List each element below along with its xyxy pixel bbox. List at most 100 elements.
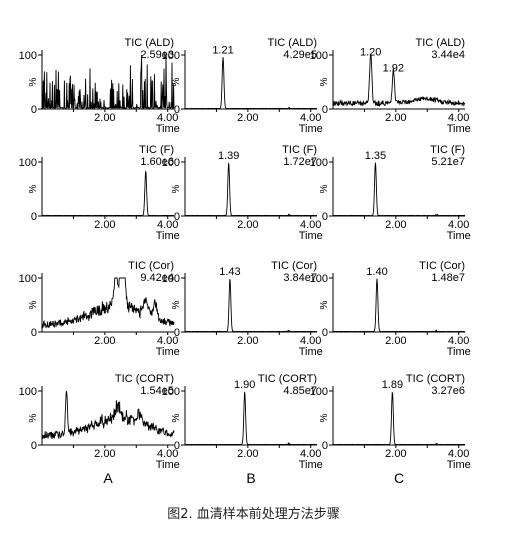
y-tick-label: 0 [31, 211, 37, 223]
y-tick-label: 100 [310, 157, 328, 169]
y-tick-label: 0 [322, 104, 328, 116]
intensity-label: 3.44e4 [431, 49, 465, 61]
trace-line [332, 278, 466, 333]
trace-label: TIC (F) [282, 144, 317, 156]
y-axis-label: % [319, 413, 330, 422]
trace-label: TIC (ALD) [125, 37, 175, 49]
trace-line [184, 162, 317, 217]
intensity-label: 9.42e4 [140, 272, 174, 284]
x-axis-label: Time [299, 123, 323, 135]
y-tick-label: 100 [162, 157, 180, 169]
trace-label: TIC (Cor) [419, 260, 465, 272]
x-axis-label: Time [156, 230, 180, 242]
intensity-label: 3.27e6 [431, 385, 465, 397]
y-tick-label: 100 [310, 386, 328, 398]
column-label-b: B [246, 470, 255, 486]
y-tick-label: 0 [174, 440, 180, 452]
intensity-label: 1.72e7 [283, 156, 317, 168]
x-tick-label: 2.00 [385, 335, 406, 347]
y-axis-label: % [171, 77, 182, 86]
x-tick-label: 2.00 [94, 219, 115, 231]
column-label-a: A [103, 470, 113, 486]
intensity-label: 4.85e7 [283, 385, 317, 397]
trace-line [184, 57, 318, 110]
x-tick-label: 4.00 [157, 335, 178, 347]
trace-label: TIC (CORT) [406, 373, 465, 385]
x-tick-label: 4.00 [300, 112, 321, 124]
x-axis-label: Time [156, 459, 180, 471]
trace-label: TIC (Cor) [271, 260, 317, 272]
peak-label: 1.20 [360, 46, 381, 58]
x-tick-label: 2.00 [94, 335, 115, 347]
trace-line [332, 162, 466, 217]
x-axis-label: Time [156, 346, 180, 358]
y-tick-label: 100 [310, 273, 328, 285]
x-tick-label: 2.00 [385, 448, 406, 460]
trace-line [332, 54, 466, 107]
trace-line [41, 170, 175, 217]
y-tick-label: 0 [174, 104, 180, 116]
peak-label: 1.39 [218, 150, 239, 162]
x-tick-label: 2.00 [94, 448, 115, 460]
y-axis-label: % [28, 300, 39, 309]
trace-label: TIC (ALD) [416, 37, 466, 49]
x-tick-label: 2.00 [237, 219, 258, 231]
x-tick-label: 2.00 [237, 448, 258, 460]
y-axis-label: % [28, 413, 39, 422]
x-tick-label: 2.00 [237, 335, 258, 347]
x-tick-label: 4.00 [448, 335, 469, 347]
x-tick-label: 2.00 [94, 112, 115, 124]
x-axis-label: Time [447, 123, 471, 135]
y-axis-label: % [319, 184, 330, 193]
trace-label: TIC (F) [430, 144, 465, 156]
x-tick-label: 4.00 [157, 219, 178, 231]
trace-line [41, 277, 175, 329]
peak-label: 1.90 [234, 379, 255, 391]
y-tick-label: 0 [31, 104, 37, 116]
y-tick-label: 100 [19, 50, 37, 62]
y-tick-label: 0 [174, 327, 180, 339]
y-tick-label: 100 [162, 273, 180, 285]
y-axis-label: % [171, 300, 182, 309]
y-tick-label: 100 [162, 50, 180, 62]
y-tick-label: 100 [310, 50, 328, 62]
intensity-label: 1.60e6 [140, 156, 174, 168]
trace-label: TIC (Cor) [128, 260, 174, 272]
x-axis-label: Time [299, 230, 323, 242]
x-axis-label: Time [299, 459, 323, 471]
y-axis-label: % [319, 300, 330, 309]
intensity-label: 1.54e5 [140, 385, 174, 397]
x-tick-label: 4.00 [448, 219, 469, 231]
peak-label: 1.21 [212, 45, 233, 57]
peak-label: 1.43 [219, 266, 240, 278]
x-axis-label: Time [447, 230, 471, 242]
y-axis-label: % [319, 77, 330, 86]
x-axis-label: Time [299, 346, 323, 358]
y-tick-label: 100 [19, 386, 37, 398]
y-tick-label: 0 [322, 440, 328, 452]
y-tick-label: 100 [19, 157, 37, 169]
x-tick-label: 4.00 [448, 112, 469, 124]
y-tick-label: 0 [31, 440, 37, 452]
x-tick-label: 4.00 [300, 219, 321, 231]
trace-line [185, 279, 318, 333]
y-axis-label: % [171, 413, 182, 422]
x-tick-label: 4.00 [300, 448, 321, 460]
trace-label: TIC (CORT) [115, 373, 174, 385]
intensity-label: 1.48e7 [431, 272, 465, 284]
peak-label: 1.40 [366, 266, 387, 278]
intensity-label: 5.21e7 [431, 156, 465, 168]
y-axis-label: % [28, 77, 39, 86]
peak-label: 1.89 [382, 379, 403, 391]
column-label-c: C [394, 470, 404, 486]
x-axis-label: Time [447, 459, 471, 471]
y-tick-label: 0 [322, 211, 328, 223]
x-axis-label: Time [447, 346, 471, 358]
y-tick-label: 100 [162, 386, 180, 398]
y-axis-label: % [28, 184, 39, 193]
y-tick-label: 0 [174, 211, 180, 223]
peak-label: 1.92 [383, 63, 404, 75]
x-tick-label: 2.00 [237, 112, 258, 124]
trace-label: TIC (F) [139, 144, 174, 156]
